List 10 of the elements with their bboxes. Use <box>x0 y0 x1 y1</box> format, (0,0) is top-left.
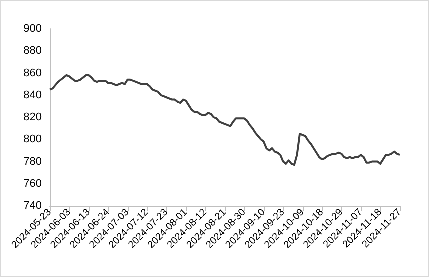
y-tick-label: 880 <box>24 45 42 58</box>
y-tick-label: 900 <box>24 23 42 35</box>
y-tick-label: 740 <box>24 200 42 212</box>
y-tick-label: 780 <box>24 156 42 168</box>
y-tick-label: 800 <box>24 134 42 146</box>
y-tick-label: 840 <box>24 89 42 102</box>
y-tick-label: 860 <box>24 67 42 80</box>
line-series <box>49 74 401 166</box>
y-tick-label: 820 <box>24 112 42 124</box>
y-tick-label: 760 <box>24 178 42 190</box>
